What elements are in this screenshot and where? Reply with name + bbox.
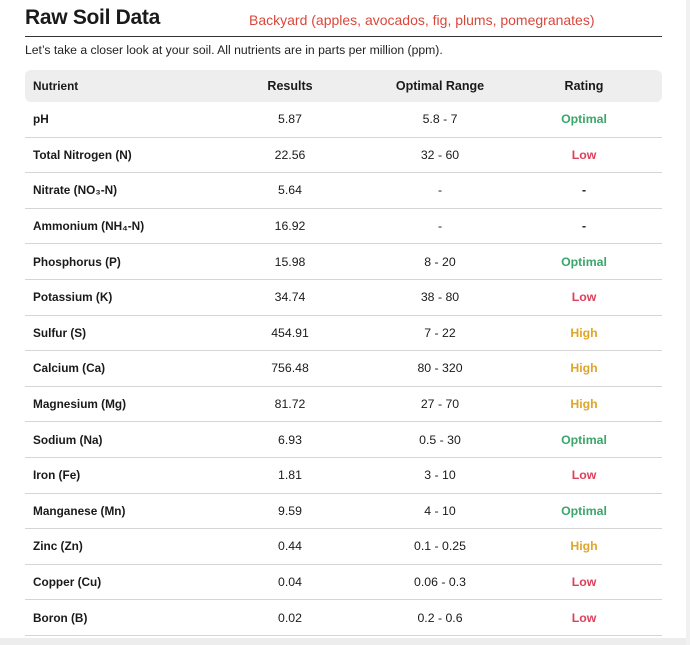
nutrient-name: Copper (Cu) — [33, 575, 102, 590]
optimal-range-value: 3 - 10 — [424, 468, 456, 483]
table-row: Potassium (K) 34.74 38 - 80 Low — [25, 280, 662, 316]
optimal-range-value: 0.5 - 30 — [419, 432, 461, 447]
nutrient-name: Sulfur (S) — [33, 325, 87, 340]
rating-badge: - — [581, 219, 587, 234]
optimal-range-value: 0.2 - 0.6 — [417, 610, 463, 625]
optimal-range-value: 4 - 10 — [424, 503, 456, 518]
nutrient-name: Zinc (Zn) — [33, 539, 83, 554]
table-header-row: Nutrient Results Optimal Range Rating — [25, 70, 662, 102]
column-header-nutrient: Nutrient — [33, 79, 79, 93]
result-value: 454.91 — [271, 325, 309, 340]
table-row: Magnesium (Mg) 81.72 27 - 70 High — [25, 387, 662, 423]
table-row: Total Nitrogen (N) 22.56 32 - 60 Low — [25, 138, 662, 174]
nutrient-name: pH — [33, 112, 49, 127]
result-value: 34.74 — [274, 290, 306, 305]
table-body: pH 5.87 5.8 - 7 Optimal Total Nitrogen (N) 22… — [25, 102, 662, 636]
result-value: 15.98 — [274, 254, 306, 269]
table-row: Sulfur (S) 454.91 7 - 22 High — [25, 316, 662, 352]
optimal-range-value: 38 - 80 — [420, 290, 460, 305]
table-row: Boron (B) 0.02 0.2 - 0.6 Low — [25, 600, 662, 636]
table-row: pH 5.87 5.8 - 7 Optimal — [25, 102, 662, 138]
rating-badge: High — [570, 539, 598, 554]
nutrient-name: Sodium (Na) — [33, 432, 103, 447]
column-header-results: Results — [267, 79, 313, 93]
optimal-range-value: 5.8 - 7 — [422, 112, 458, 127]
page-title: Raw Soil Data — [25, 6, 160, 29]
result-value: 0.44 — [278, 539, 302, 554]
optimal-range-value: 27 - 70 — [420, 397, 460, 412]
column-header-rating: Rating — [564, 79, 604, 93]
optimal-range-value: 80 - 320 — [417, 361, 463, 376]
nutrient-name: Calcium (Ca) — [33, 361, 106, 376]
nutrient-name: Total Nitrogen (N) — [33, 147, 132, 162]
optimal-range-value: - — [437, 219, 443, 234]
table-row: Manganese (Mn) 9.59 4 - 10 Optimal — [25, 494, 662, 530]
nutrient-name: Magnesium (Mg) — [33, 397, 127, 412]
result-value: 16.92 — [274, 219, 306, 234]
table-row: Phosphorus (P) 15.98 8 - 20 Optimal — [25, 244, 662, 280]
window-right-edge — [686, 0, 690, 645]
soil-data-table: Nutrient Results Optimal Range Rating pH… — [25, 70, 662, 636]
column-header-optimal-range: Optimal Range — [395, 79, 485, 93]
table-row: Sodium (Na) 6.93 0.5 - 30 Optimal — [25, 422, 662, 458]
rating-badge: Optimal — [561, 432, 607, 447]
rating-badge: Low — [571, 610, 597, 625]
rating-badge: Optimal — [561, 254, 607, 269]
nutrient-name: Nitrate (NO₃-N) — [33, 183, 118, 198]
result-value: 81.72 — [274, 397, 306, 412]
rating-badge: Low — [571, 575, 597, 590]
result-value: 0.04 — [278, 575, 302, 590]
table-row: Nitrate (NO₃-N) 5.64 - - — [25, 173, 662, 209]
rating-badge: - — [581, 183, 587, 198]
table-row: Zinc (Zn) 0.44 0.1 - 0.25 High — [25, 529, 662, 565]
optimal-range-value: 0.06 - 0.3 — [414, 575, 466, 590]
result-value: 0.02 — [278, 610, 302, 625]
rating-badge: Low — [571, 468, 597, 483]
table-row: Calcium (Ca) 756.48 80 - 320 High — [25, 351, 662, 387]
nutrient-name: Ammonium (NH₄-N) — [33, 219, 145, 234]
location-label: Backyard (apples, avocados, fig, plums, … — [249, 12, 595, 28]
table-row: Iron (Fe) 1.81 3 - 10 Low — [25, 458, 662, 494]
table-row: Copper (Cu) 0.04 0.06 - 0.3 Low — [25, 565, 662, 601]
nutrient-name: Iron (Fe) — [33, 468, 81, 483]
rating-badge: Low — [571, 290, 597, 305]
nutrient-name: Boron (B) — [33, 610, 88, 625]
optimal-range-value: 32 - 60 — [420, 147, 460, 162]
result-value: 756.48 — [271, 361, 309, 376]
result-value: 5.87 — [278, 112, 302, 127]
table-row: Ammonium (NH₄-N) 16.92 - - — [25, 209, 662, 245]
result-value: 6.93 — [278, 432, 302, 447]
nutrient-name: Manganese (Mn) — [33, 503, 126, 518]
result-value: 9.59 — [278, 503, 302, 518]
rating-badge: Low — [571, 147, 597, 162]
optimal-range-value: 7 - 22 — [424, 325, 456, 340]
result-value: 22.56 — [274, 147, 306, 162]
rating-badge: High — [570, 325, 598, 340]
rating-badge: Optimal — [561, 503, 607, 518]
window-bottom-edge — [0, 638, 690, 645]
optimal-range-value: - — [437, 183, 443, 198]
result-value: 1.81 — [278, 468, 302, 483]
nutrient-name: Phosphorus (P) — [33, 254, 121, 269]
rating-badge: Optimal — [561, 112, 607, 127]
page-header: Raw Soil Data Backyard (apples, avocados… — [25, 6, 662, 37]
rating-badge: High — [570, 361, 598, 376]
result-value: 5.64 — [278, 183, 302, 198]
optimal-range-value: 8 - 20 — [424, 254, 456, 269]
rating-badge: High — [570, 397, 598, 412]
optimal-range-value: 0.1 - 0.25 — [414, 539, 466, 554]
nutrient-name: Potassium (K) — [33, 290, 113, 305]
intro-text: Let’s take a closer look at your soil. A… — [25, 43, 443, 57]
